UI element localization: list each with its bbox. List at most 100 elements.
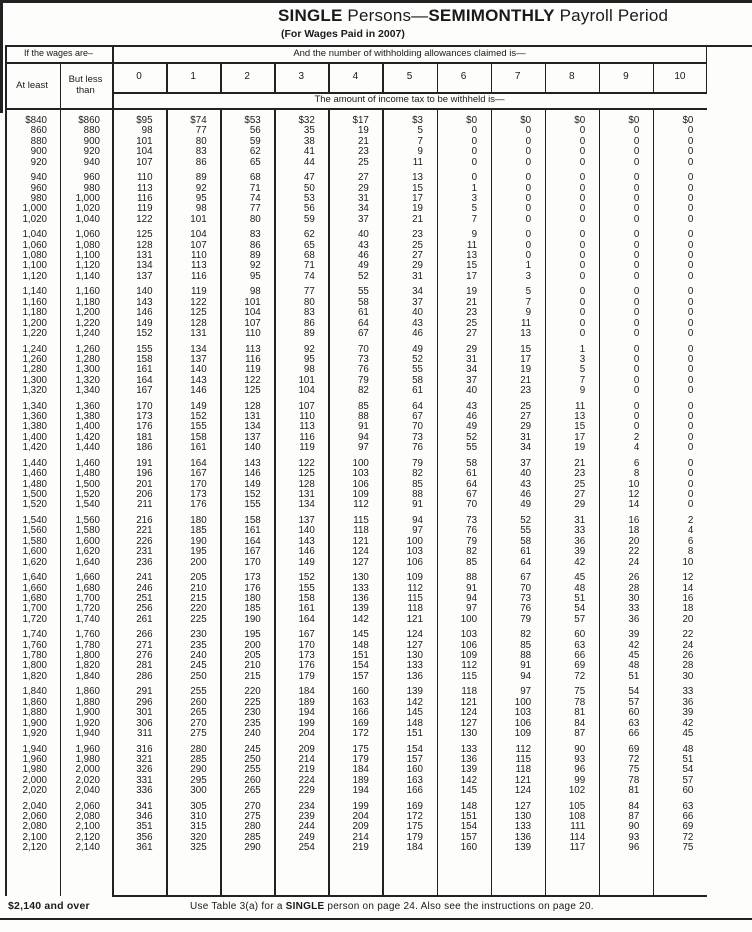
table-cell: 175	[352, 743, 369, 755]
table-cell: 0	[687, 250, 694, 262]
table-cell: 51	[628, 670, 640, 682]
table-cell: 163	[406, 774, 423, 786]
table-cell: 1,760	[75, 629, 100, 641]
table-cell: 128	[190, 317, 207, 329]
table-row: 1,340 1,360 170 149 128 107 85 64 43 25 11 0 0	[5, 400, 707, 412]
table-cell: 285	[190, 753, 207, 765]
table-cell: 0	[579, 327, 586, 339]
table-cell: 12	[628, 489, 640, 501]
table-cell: 36	[574, 535, 586, 547]
wage-column-divider	[59, 62, 61, 896]
table-row: 1,820 1,840 286 250 215 179 157 136 115 94 72 51 30	[5, 670, 707, 682]
table-cell: 83	[303, 307, 315, 319]
table-row: 1,860 1,880 296 260 225 189 163 142 121 100 78 57 36	[5, 696, 707, 708]
table-cell: 321	[136, 753, 153, 765]
table-cell: 7	[525, 296, 532, 308]
table-cell: 0	[687, 239, 694, 251]
table-cell: 143	[136, 296, 153, 308]
table-cell: 191	[136, 457, 153, 469]
table-cell: 134	[298, 499, 315, 511]
table-cell: 280	[244, 821, 261, 833]
table-cell: 3	[471, 192, 478, 204]
table-cell: 0	[687, 400, 694, 412]
column-gridline	[598, 62, 601, 92]
table-cell: 155	[190, 421, 207, 433]
table-cell: 301	[136, 707, 153, 719]
table-row: 1,120 1,140 137 116 95 74 52 31 17 3 0 0 0	[5, 270, 707, 282]
table-cell: 117	[569, 842, 586, 854]
table-row: 1,420 1,440 186 161 140 119 97 76 55 34 19 4 0	[5, 442, 707, 454]
table-cell: 2	[687, 514, 694, 526]
table-cell: 130	[352, 572, 369, 584]
table-cell: 115	[515, 753, 532, 765]
table-cell: 127	[460, 717, 478, 729]
table-cell: 306	[136, 717, 153, 729]
table-cell: 42	[628, 639, 640, 651]
table-cell: 1,640	[22, 572, 47, 584]
table-cell: 95	[249, 270, 261, 282]
table-cell: 55	[357, 286, 369, 298]
table-cell: 172	[406, 811, 423, 823]
table-cell: 0	[579, 146, 586, 158]
table-cell: 265	[244, 785, 261, 797]
table-cell: 1,740	[22, 629, 47, 641]
table-cell: 53	[303, 192, 315, 204]
table-cell: 148	[406, 717, 423, 729]
table-cell: 19	[574, 442, 586, 454]
table-cell: 113	[136, 182, 153, 194]
table-cell: 95	[195, 192, 207, 204]
table-cell: 1,640	[75, 556, 100, 568]
table-cell: 351	[136, 821, 153, 833]
table-row: 1,540 1,560 216 180 158 137 115 94 73 52 31 16 2	[5, 514, 707, 526]
table-cell: 114	[569, 831, 586, 843]
table-cell: 270	[190, 717, 207, 729]
table-row: 2,060 2,080 346 310 275 239 204 172 151 130 108 87 6…	[5, 811, 707, 823]
table-cell: 137	[244, 431, 261, 443]
table-cell: 0	[687, 468, 694, 480]
wages-header-label: If the wages are–	[23, 48, 94, 58]
table-cell: 0	[687, 442, 694, 454]
table-cell: 219	[352, 842, 369, 854]
table-cell: 1,860	[75, 686, 100, 698]
table-cell: 25	[574, 478, 586, 490]
table-cell: 920	[83, 146, 100, 158]
row-group: 1,740 1,760 266 230 195 167 145 124 103 82 60 39 22 1…	[5, 629, 707, 682]
table-cell: 205	[244, 650, 261, 662]
table-cell: 206	[136, 489, 153, 501]
table-cell: 48	[682, 743, 694, 755]
table-cell: 4	[687, 525, 694, 537]
table-cell: 0	[687, 125, 694, 137]
table-cell: 1,380	[75, 411, 100, 423]
table-cell: 74	[303, 270, 315, 282]
table-cell: 143	[244, 457, 261, 469]
table-cell: 136	[514, 831, 532, 843]
table-cell: 23	[520, 385, 532, 397]
column-gridline	[436, 62, 439, 92]
table-cell: 39	[682, 707, 694, 719]
table-row: 1,240 1,260 155 134 113 92 70 49 29 15 1 0 0	[5, 344, 707, 355]
table-cell: 176	[298, 660, 315, 672]
table-cell: 133	[460, 743, 478, 755]
table-cell: 2,080	[75, 811, 100, 823]
table-cell: 1,160	[75, 286, 100, 298]
table-cell: 250	[244, 753, 261, 765]
table-cell: 60	[574, 629, 586, 641]
table-cell: 63	[628, 717, 640, 729]
table-cell: 70	[520, 582, 532, 594]
table-cell: 1,820	[75, 660, 100, 672]
table-cell: 1,180	[75, 296, 100, 308]
table-cell: 56	[303, 203, 315, 215]
footer-note: Use Table 3(a) for a SINGLE person on pa…	[190, 901, 594, 912]
table-cell: 80	[249, 213, 261, 225]
table-cell: 195	[190, 546, 207, 558]
table-cell: 325	[190, 842, 207, 854]
table-cell: 0	[633, 364, 640, 376]
table-cell: 0	[633, 307, 640, 319]
table-cell: 2,000	[22, 774, 47, 786]
table-cell: 9	[579, 385, 586, 397]
table-cell: 79	[357, 374, 369, 386]
amount-row-underline	[5, 108, 707, 110]
table-cell: 121	[460, 696, 478, 708]
table-cell: 0	[633, 353, 640, 365]
